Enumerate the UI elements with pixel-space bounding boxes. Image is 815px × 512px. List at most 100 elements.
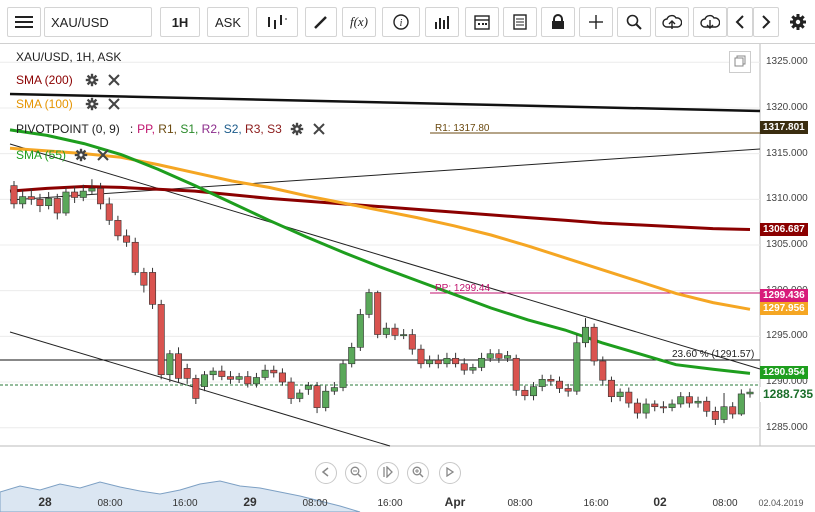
price-side-label: ASK [214, 14, 241, 30]
timeframe-button[interactable]: 1H [160, 7, 200, 37]
play-icon [445, 466, 455, 480]
chevron-right-icon [761, 14, 771, 30]
function-button[interactable]: f(x) [342, 7, 376, 37]
candle [417, 344, 425, 369]
close-icon[interactable] [96, 148, 110, 162]
scroll-right-button[interactable] [753, 7, 779, 37]
price-tick: 1310.000 [766, 193, 808, 205]
cloud-download-button[interactable] [693, 7, 727, 37]
sma-lines [9, 128, 751, 375]
candle [581, 318, 589, 348]
candle-body-up [304, 385, 312, 390]
indicators-button[interactable] [425, 7, 459, 37]
pivot-levels: PP, R1, S1, R2, S2, R3, S3 [137, 122, 282, 136]
nav-back-button[interactable] [315, 462, 337, 484]
candle-body-down [313, 385, 321, 408]
sma100-label: SMA (100) [16, 97, 73, 111]
candle [149, 267, 157, 309]
reset-view-button[interactable] [377, 462, 399, 484]
pivot-level-r3: R3, [245, 122, 268, 136]
close-icon[interactable] [107, 97, 121, 111]
time-tick: 02 [653, 495, 667, 509]
candle [123, 229, 131, 247]
news-icon [512, 14, 528, 30]
candle [226, 371, 234, 384]
trendline-channel [9, 143, 761, 370]
gear-icon[interactable] [290, 122, 304, 136]
overview-navigator[interactable] [0, 480, 361, 512]
menu-button[interactable] [7, 7, 41, 37]
candle [313, 382, 321, 414]
news-button[interactable] [503, 7, 537, 37]
candle-body-down [149, 272, 157, 305]
candle-body-up [737, 393, 745, 415]
gear-icon[interactable] [85, 97, 99, 111]
candle [131, 237, 139, 276]
zoom-button[interactable] [617, 7, 651, 37]
fib-annotation: 23.60 % (1291.57) [672, 349, 754, 360]
symbol-input[interactable] [44, 7, 152, 37]
info-icon: i [393, 14, 409, 30]
candle [607, 376, 615, 403]
candle [668, 399, 676, 412]
time-tick: 28 [38, 495, 52, 509]
candle-body-down [434, 359, 442, 365]
candle [504, 350, 512, 362]
close-icon[interactable] [107, 73, 121, 87]
zoom-out-button[interactable] [345, 462, 367, 484]
nav-forward-button[interactable] [439, 462, 461, 484]
calendar-button[interactable] [465, 7, 499, 37]
chevron-left-icon [735, 14, 745, 30]
candle [625, 387, 633, 408]
candle-body-down [408, 334, 416, 350]
lock-icon [551, 14, 565, 30]
close-icon[interactable] [312, 122, 326, 136]
candle [737, 389, 745, 416]
price-side-button[interactable]: ASK [207, 7, 249, 37]
pivot-legend: PIVOTPOINT (0, 9) : PP, R1, S1, R2, S2, … [16, 122, 326, 136]
settings-button[interactable] [784, 7, 812, 37]
candle [175, 347, 183, 383]
price-tick: 1315.000 [766, 147, 808, 159]
gear-icon[interactable] [74, 148, 88, 162]
candle-body-down [175, 353, 183, 379]
zoom-in-button[interactable] [407, 462, 429, 484]
candle [339, 360, 347, 392]
chart-title-text: XAU/USD, 1H, ASK [16, 50, 122, 64]
candle [356, 308, 364, 351]
zoom-out-icon [350, 466, 362, 481]
calendar-icon [474, 14, 490, 30]
chart-type-button[interactable] [256, 7, 298, 37]
candle [382, 322, 390, 339]
candle-body-down [114, 220, 122, 237]
candle [27, 188, 35, 205]
draw-button[interactable] [305, 7, 337, 37]
candle-body-up [365, 292, 373, 315]
chart-area[interactable]: R1: 1317.80 PP: 1299.44 23.60 % (1291.57… [0, 44, 815, 512]
candle-body-up [720, 406, 728, 420]
candle [235, 372, 243, 383]
candle-body-up [694, 400, 702, 404]
candles [10, 179, 754, 425]
price-tick: 1305.000 [766, 239, 808, 250]
candle-body-up [469, 367, 477, 371]
info-button[interactable]: i [382, 7, 420, 37]
time-tick: 08:00 [712, 498, 738, 509]
price-chart[interactable]: R1: 1317.80 PP: 1299.44 23.60 % (1291.57… [0, 44, 815, 512]
candle [677, 392, 685, 408]
price-tag: 1306.687 [760, 222, 808, 236]
candle-body-down [625, 391, 633, 404]
scroll-left-button[interactable] [727, 7, 753, 37]
chart-title: XAU/USD, 1H, ASK [16, 50, 121, 64]
lock-button[interactable] [541, 7, 575, 37]
cloud-upload-button[interactable] [655, 7, 689, 37]
candle-body-up [235, 376, 243, 380]
trendline-lower [9, 331, 391, 447]
candle-body-up [426, 359, 434, 365]
expand-button[interactable] [729, 51, 751, 73]
candle [261, 364, 269, 381]
pp-annotation: PP: 1299.44 [435, 283, 490, 294]
crosshair-button[interactable] [579, 7, 613, 37]
gear-icon[interactable] [85, 73, 99, 87]
candle-body-down [157, 304, 165, 376]
